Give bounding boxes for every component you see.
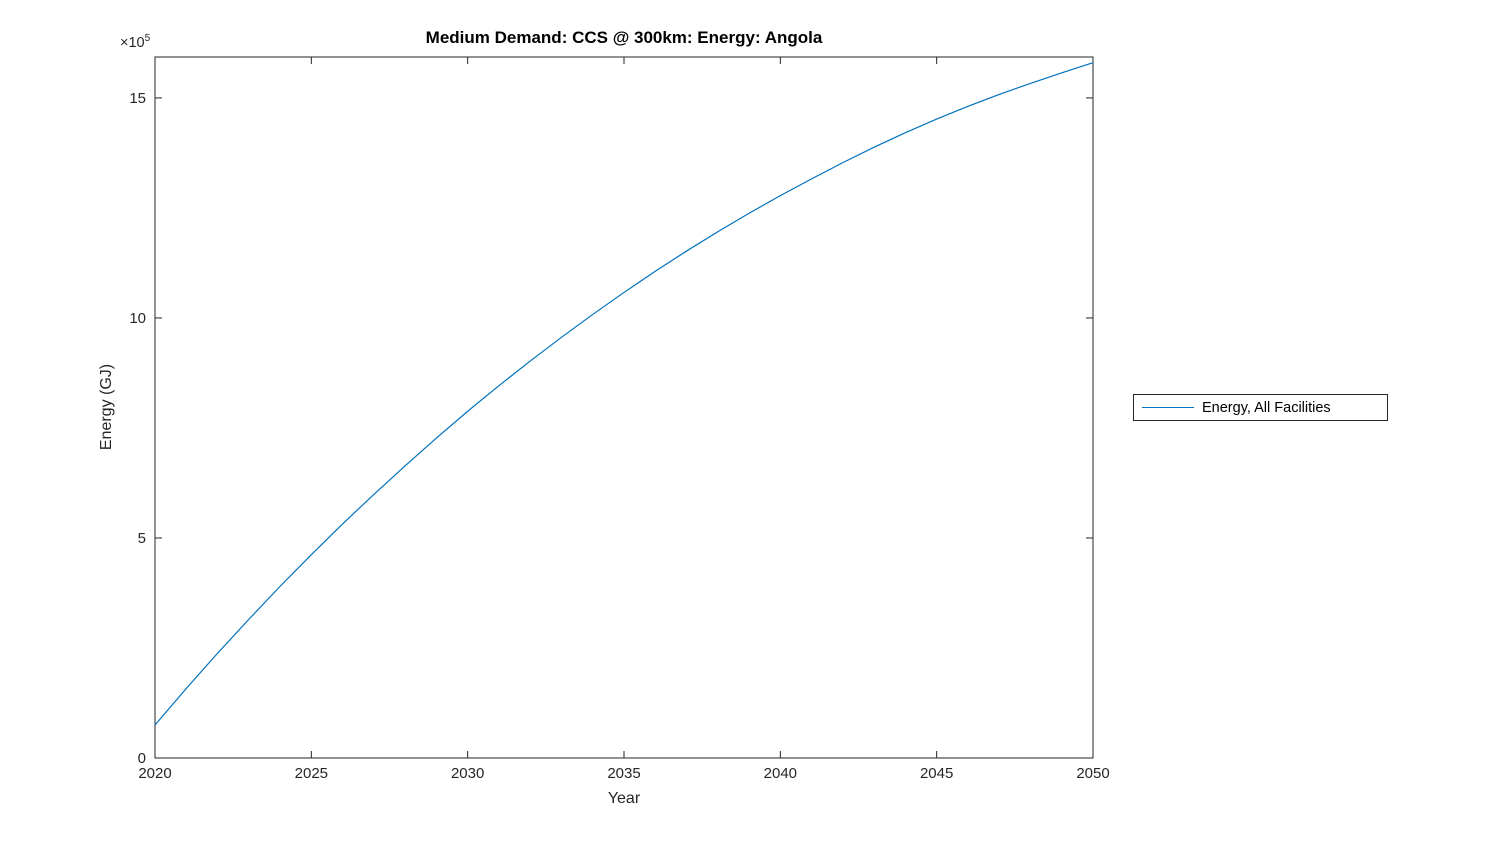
legend-entry-label: Energy, All Facilities [1202,399,1331,416]
axes-box [154,56,1094,759]
x-tick-label: 2030 [451,765,484,782]
energy-line [154,62,1094,726]
x-tick-label: 2040 [764,765,797,782]
y-tick-label: 0 [138,750,146,767]
x-tick-label: 2045 [920,765,953,782]
x-tick-label: 2035 [607,765,640,782]
y-tick-label: 15 [129,90,146,107]
x-tick-label: 2025 [295,765,328,782]
y-axis-offset-label: ×105 [120,33,150,51]
y-offset-base: ×10 [120,34,145,51]
y-tick-label: 10 [129,310,146,327]
y-tick-label: 5 [138,530,146,547]
x-axis-label: Year [607,790,641,807]
legend-line-sample-icon [1142,407,1194,408]
x-tick-label: 2050 [1076,765,1109,782]
y-offset-exponent: 5 [144,33,151,44]
x-tick-label: 2020 [138,765,171,782]
legend: Energy, All Facilities [1133,394,1388,421]
chart-title: Medium Demand: CCS @ 300km: Energy: Ango… [425,28,823,47]
